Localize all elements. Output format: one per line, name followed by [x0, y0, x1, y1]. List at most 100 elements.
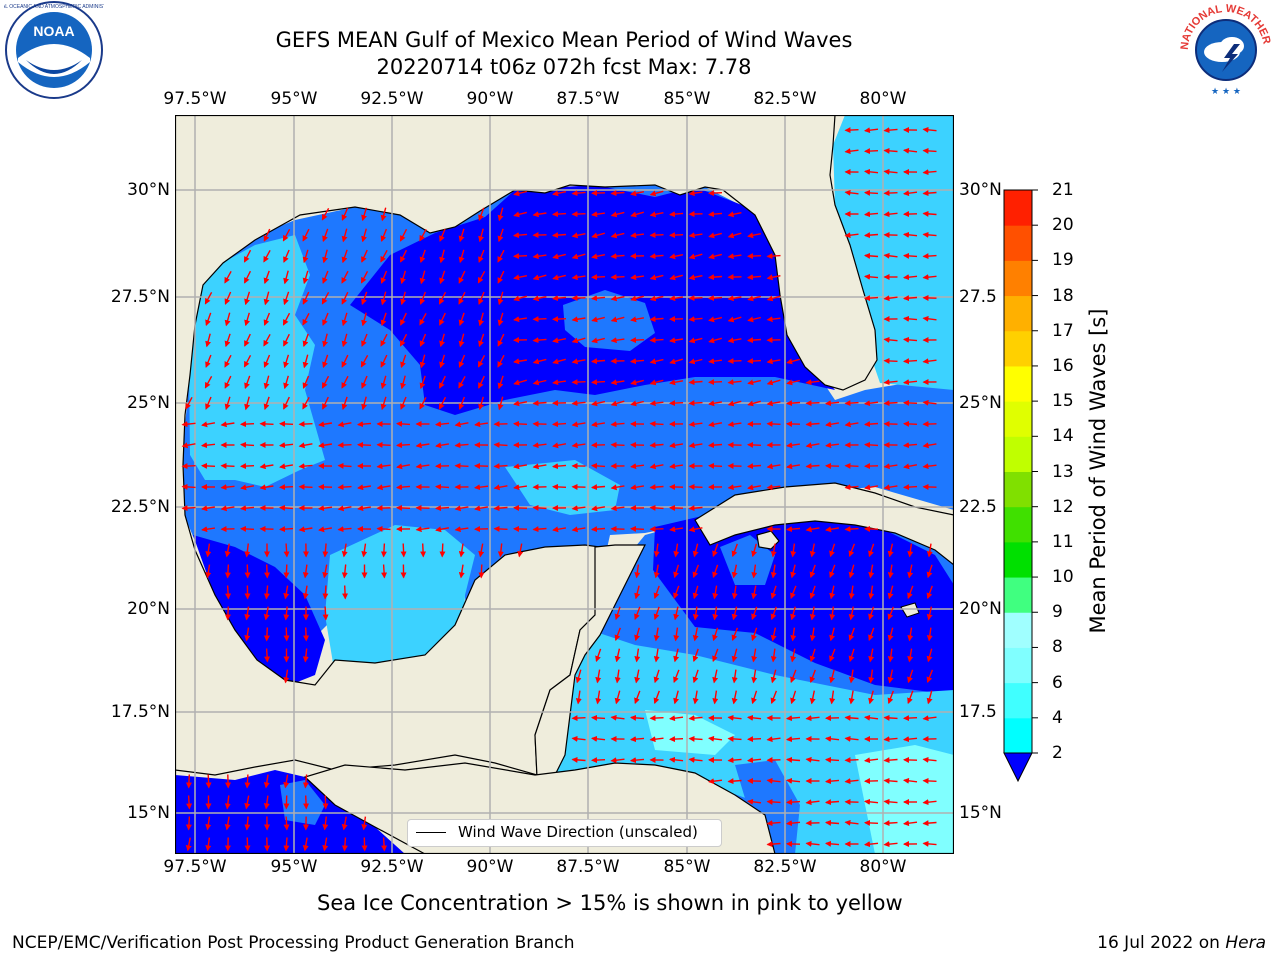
wind-wave-arrow: [770, 648, 777, 663]
wind-wave-arrow: [279, 484, 294, 491]
wind-wave-arrow: [532, 442, 547, 449]
wind-wave-arrow: [322, 585, 329, 600]
wind-wave-arrow: [380, 228, 388, 242]
wind-wave-arrow: [926, 606, 933, 621]
wind-wave-arrow: [610, 274, 625, 281]
wind-wave-arrow: [883, 714, 898, 721]
wind-wave-arrow: [848, 564, 855, 579]
wind-wave-arrow: [883, 736, 898, 743]
wind-wave-arrow: [513, 211, 527, 218]
wind-wave-arrow: [653, 669, 660, 684]
wind-wave-arrow: [400, 291, 406, 306]
wind-wave-arrow: [653, 564, 660, 579]
wind-wave-arrow: [688, 190, 703, 197]
wind-wave-arrow: [688, 735, 703, 742]
lat-tick-left: 20°N: [127, 599, 170, 619]
wind-wave-arrow: [844, 232, 859, 239]
wind-wave-arrow: [478, 564, 485, 579]
colorbar-segment: [1004, 190, 1032, 226]
wind-wave-arrow: [688, 316, 703, 323]
wind-wave-arrow: [318, 505, 333, 512]
lon-tick-bottom: 80°W: [859, 857, 907, 877]
wind-wave-arrow: [224, 816, 231, 831]
wind-wave-arrow: [552, 316, 567, 323]
wind-wave-arrow: [283, 669, 290, 684]
wind-wave-arrow: [887, 606, 895, 621]
wind-wave-arrow: [478, 291, 485, 305]
colorbar-segment: [1004, 506, 1032, 543]
colorbar-tick-label: 11: [1052, 531, 1074, 552]
wind-wave-arrow: [240, 463, 255, 470]
wind-wave-arrow: [303, 795, 310, 810]
wind-wave-arrow: [926, 648, 933, 663]
wind-wave-arrow: [922, 442, 937, 449]
wind-wave-arrow: [458, 291, 466, 305]
wind-wave-arrow: [922, 840, 937, 847]
wind-wave-arrow: [454, 421, 469, 428]
wind-wave-arrow: [868, 606, 875, 621]
wind-wave-arrow: [887, 648, 894, 663]
footer-right: 16 Jul 2022 on Hera: [1097, 933, 1266, 953]
colorbar-tick-label: 21: [1052, 180, 1074, 200]
wind-wave-arrow: [848, 606, 855, 621]
wind-wave-arrow: [790, 648, 797, 663]
wind-wave-arrow: [259, 484, 274, 491]
wind-wave-arrow: [532, 379, 547, 386]
wind-wave-arrow: [634, 564, 641, 579]
wind-wave-arrow: [883, 841, 898, 848]
wind-wave-arrow: [591, 735, 606, 742]
wind-wave-arrow: [712, 669, 719, 684]
wind-wave-arrow: [376, 463, 391, 470]
wind-wave-arrow: [360, 354, 369, 368]
wind-wave-arrow: [361, 396, 367, 411]
wind-wave-arrow: [669, 211, 684, 218]
wind-wave-arrow: [653, 585, 660, 600]
wind-wave-arrow: [302, 333, 309, 348]
wind-wave-arrow: [649, 253, 664, 260]
wind-wave-arrow: [283, 606, 290, 621]
wind-wave-arrow: [907, 690, 914, 705]
wind-wave-arrow: [438, 291, 447, 305]
wind-wave-arrow: [688, 715, 703, 722]
wind-wave-arrow: [883, 484, 898, 491]
wind-wave-arrow: [669, 400, 684, 407]
wind-wave-arrow: [688, 483, 703, 490]
wind-wave-arrow: [630, 295, 644, 302]
wind-wave-arrow: [751, 564, 758, 579]
wind-wave-arrow: [727, 253, 742, 260]
wind-wave-arrow: [181, 463, 196, 470]
wind-wave-arrow: [848, 543, 856, 558]
wind-wave-arrow: [244, 375, 251, 390]
wind-wave-arrow: [770, 585, 777, 600]
wind-wave-arrow: [302, 270, 309, 285]
wind-wave-arrow: [571, 442, 586, 449]
wind-wave-arrow: [552, 232, 567, 239]
wind-wave-arrow: [259, 420, 274, 427]
wind-wave-arrow: [825, 756, 840, 763]
wind-wave-arrow: [844, 189, 859, 196]
wind-wave-arrow: [458, 543, 465, 558]
wind-wave-arrow: [864, 421, 879, 428]
wind-wave-arrow: [396, 442, 411, 449]
wind-wave-arrow: [497, 312, 504, 327]
wind-wave-arrow: [342, 585, 349, 600]
wind-wave-arrow: [903, 315, 918, 322]
wind-wave-arrow: [302, 375, 310, 389]
wind-wave-arrow: [692, 690, 699, 705]
wind-wave-arrow: [240, 441, 255, 448]
wind-wave-arrow: [790, 564, 797, 579]
wind-wave-arrow: [552, 379, 566, 386]
wind-wave-arrow: [922, 715, 937, 722]
colorbar-tick-label: 4: [1052, 707, 1063, 728]
wind-wave-arrow: [844, 735, 859, 742]
wind-wave-arrow: [883, 211, 898, 218]
wind-wave-arrow: [399, 249, 408, 263]
wind-wave-arrow: [303, 627, 310, 642]
wind-wave-arrow: [883, 757, 898, 764]
wind-wave-arrow: [181, 421, 196, 428]
wind-wave-arrow: [400, 354, 407, 369]
wind-wave-arrow: [669, 715, 684, 722]
wind-wave-arrow: [727, 778, 742, 785]
wind-wave-arrow: [283, 627, 290, 642]
lat-tick-left: 25°N: [127, 393, 170, 413]
